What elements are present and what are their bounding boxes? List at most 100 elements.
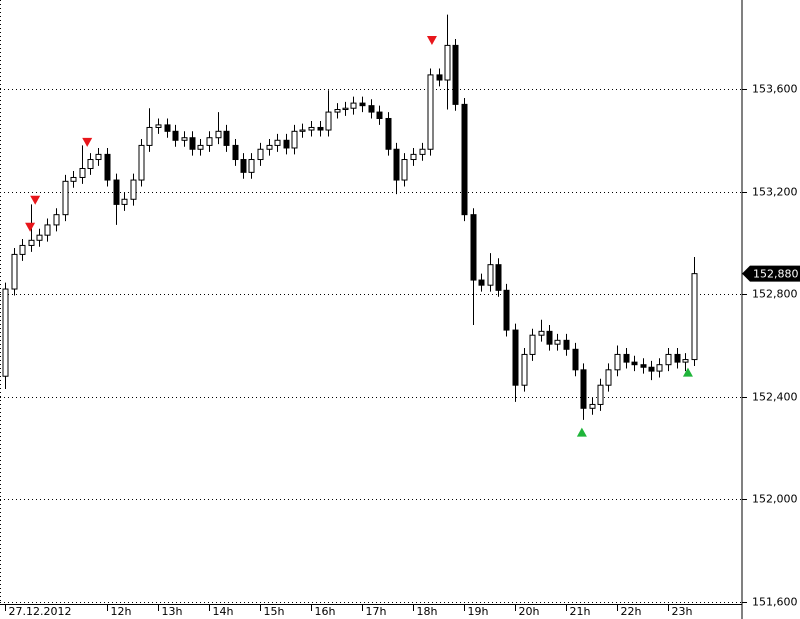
candle-body: [19, 244, 26, 255]
y-tick-label: 151,600: [752, 596, 798, 609]
candle-body: [223, 130, 230, 146]
candle-body: [648, 366, 655, 372]
candle-body: [393, 148, 400, 181]
candle-body: [79, 167, 86, 178]
candle-body: [538, 330, 545, 336]
candle-body: [95, 153, 102, 161]
y-tick-label: 153,600: [752, 83, 798, 96]
candle-body: [656, 364, 663, 372]
x-tick-label: 13h: [162, 605, 183, 618]
candle-body: [572, 348, 579, 371]
candle-body: [266, 144, 273, 150]
candle-body: [546, 330, 553, 345]
candle-body: [155, 124, 162, 128]
candle-body: [257, 148, 264, 161]
candle-body: [113, 179, 120, 205]
candle-body: [308, 126, 315, 131]
buy-signal: [576, 427, 587, 437]
candle-body: [436, 74, 443, 81]
candle-body: [478, 279, 485, 286]
x-tick-label: 22h: [621, 605, 642, 618]
x-tick-label: 18h: [417, 605, 438, 618]
candle-body: [283, 139, 290, 149]
candle-body: [529, 334, 536, 355]
candle-body: [325, 111, 332, 131]
candle-body: [580, 369, 587, 409]
candle-body: [146, 126, 153, 146]
candle-body: [197, 144, 204, 150]
candle-body: [130, 179, 137, 200]
sell-signal: [25, 222, 36, 232]
y-tick-label: 152,800: [752, 288, 798, 301]
candle-body: [164, 124, 171, 132]
last-price-tag: [742, 265, 800, 282]
candle-body: [563, 339, 570, 350]
candle-body: [461, 103, 468, 216]
candle-body: [36, 234, 43, 241]
candle-body: [299, 129, 306, 132]
candle-body: [189, 137, 196, 150]
candle-body: [452, 44, 459, 105]
sell-signal: [30, 195, 41, 205]
candle-body: [359, 102, 366, 107]
candle-body: [317, 126, 324, 131]
x-tick-label: 23h: [672, 605, 693, 618]
candle-body: [215, 130, 222, 139]
candle-body: [597, 384, 604, 405]
candle-body: [605, 369, 612, 386]
candle-body: [665, 353, 672, 366]
candle-body: [248, 159, 255, 173]
candle-body: [503, 289, 510, 331]
candle-body: [2, 288, 9, 377]
candle-body: [70, 176, 77, 182]
y-tick-label: 152,000: [752, 493, 798, 506]
candle-body: [172, 130, 179, 141]
candle-body: [104, 153, 111, 181]
sell-signal: [82, 137, 93, 147]
y-tick-label: 152,400: [752, 391, 798, 404]
y-tick-label: 153,200: [752, 186, 798, 199]
candle-body: [291, 130, 298, 149]
candle-body: [44, 224, 51, 236]
candle-body: [640, 364, 647, 368]
candle-body: [410, 153, 417, 161]
candle-body: [53, 214, 60, 226]
candle-body: [62, 180, 69, 216]
candle-body: [487, 264, 494, 286]
x-tick-label: 27.12.2012: [9, 605, 72, 618]
x-tick-label: 15h: [264, 605, 285, 618]
candle-body: [623, 353, 630, 363]
buy-signal: [682, 367, 693, 377]
candle-body: [470, 214, 477, 281]
candle-body: [401, 159, 408, 181]
candle-body: [87, 159, 94, 169]
candle-body: [342, 107, 349, 111]
candle-body: [444, 44, 451, 81]
candle-body: [138, 144, 145, 181]
x-tick-label: 21h: [570, 605, 591, 618]
x-tick-label: 17h: [366, 605, 387, 618]
sell-signal: [426, 36, 437, 46]
candle-body: [674, 353, 681, 363]
candle-body: [554, 339, 561, 345]
candle-body: [334, 109, 341, 113]
candle-body: [589, 403, 596, 409]
x-tick-label: 12h: [111, 605, 132, 618]
candle-body: [385, 117, 392, 150]
candle-body: [495, 264, 502, 291]
x-tick-label: 16h: [315, 605, 336, 618]
candle-body: [240, 159, 247, 173]
candle-body: [376, 111, 383, 119]
x-tick-label: 19h: [468, 605, 489, 618]
candle-body: [350, 102, 357, 109]
candle-body: [121, 198, 128, 205]
candle-body: [11, 253, 18, 290]
candle-body: [427, 74, 434, 150]
candle-body: [181, 137, 188, 141]
candle-body: [232, 144, 239, 161]
candle-body: [682, 359, 689, 363]
candle-body: [521, 353, 528, 386]
candle-body: [28, 239, 35, 246]
last-price-label: 152,880: [753, 268, 799, 281]
